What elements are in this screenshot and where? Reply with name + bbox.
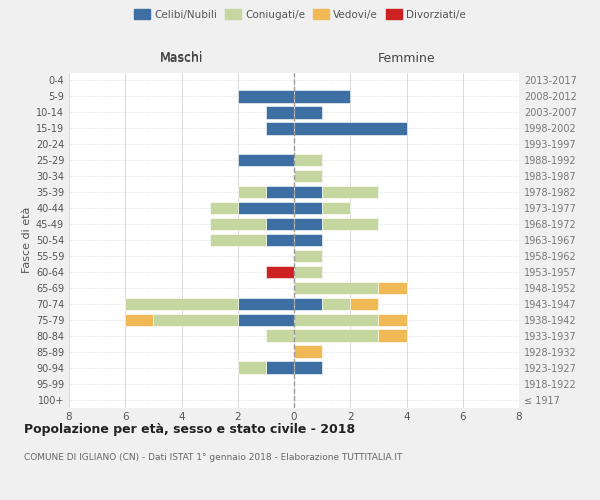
Bar	[238, 362, 266, 374]
Bar	[294, 122, 407, 134]
Bar	[294, 298, 322, 310]
Bar	[294, 314, 379, 326]
Bar	[266, 106, 294, 118]
Bar	[322, 186, 379, 198]
Bar	[322, 202, 350, 214]
Bar	[125, 314, 154, 326]
Bar	[294, 330, 379, 342]
Bar	[209, 202, 238, 214]
Text: Popolazione per età, sesso e stato civile - 2018: Popolazione per età, sesso e stato civil…	[24, 422, 355, 436]
Bar	[266, 186, 294, 198]
Y-axis label: Fasce di età: Fasce di età	[22, 207, 32, 273]
Legend: Celibi/Nubili, Coniugati/e, Vedovi/e, Divorziati/e: Celibi/Nubili, Coniugati/e, Vedovi/e, Di…	[130, 5, 470, 24]
Bar	[266, 234, 294, 246]
Bar	[379, 314, 407, 326]
Bar	[294, 282, 379, 294]
Bar	[238, 186, 266, 198]
Bar	[294, 362, 322, 374]
Bar	[266, 218, 294, 230]
Bar	[266, 266, 294, 278]
Bar	[154, 314, 238, 326]
Bar	[322, 218, 379, 230]
Text: Maschi: Maschi	[160, 52, 203, 65]
Bar	[209, 218, 266, 230]
Bar	[266, 362, 294, 374]
Bar	[125, 298, 238, 310]
Text: Maschi: Maschi	[160, 51, 203, 64]
Bar	[379, 330, 407, 342]
Bar	[322, 298, 350, 310]
Bar	[294, 170, 322, 182]
Bar	[294, 234, 322, 246]
Bar	[294, 346, 322, 358]
Bar	[294, 250, 322, 262]
Text: COMUNE DI IGLIANO (CN) - Dati ISTAT 1° gennaio 2018 - Elaborazione TUTTITALIA.IT: COMUNE DI IGLIANO (CN) - Dati ISTAT 1° g…	[24, 452, 403, 462]
Bar	[294, 154, 322, 166]
Bar	[350, 298, 379, 310]
Bar	[294, 90, 350, 102]
Bar	[266, 122, 294, 134]
Bar	[294, 218, 322, 230]
Bar	[379, 282, 407, 294]
Bar	[238, 202, 294, 214]
Bar	[294, 106, 322, 118]
Bar	[238, 90, 294, 102]
Text: Femmine: Femmine	[377, 52, 436, 65]
Bar	[209, 234, 266, 246]
Bar	[238, 314, 294, 326]
Bar	[238, 154, 294, 166]
Bar	[294, 266, 322, 278]
Bar	[294, 186, 322, 198]
Bar	[238, 298, 294, 310]
Bar	[294, 202, 322, 214]
Bar	[266, 330, 294, 342]
